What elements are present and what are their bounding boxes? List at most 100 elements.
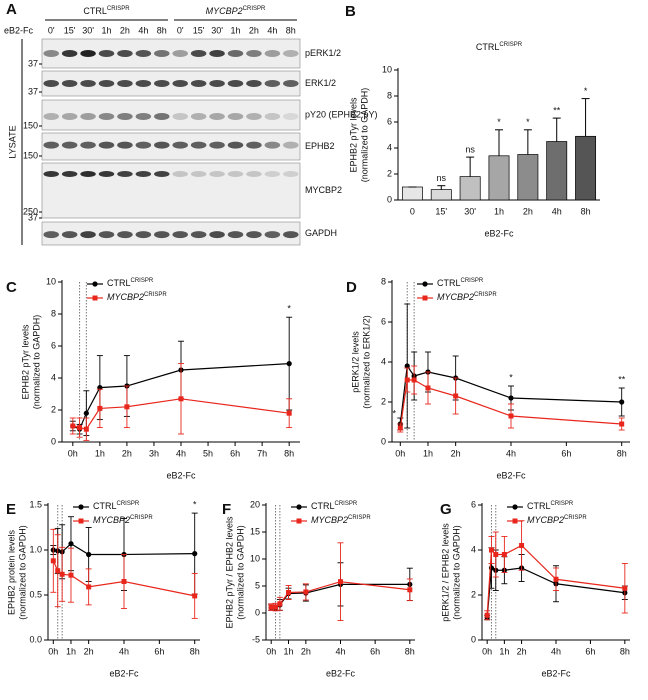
data-point (411, 377, 417, 383)
x-tick-label: 0h (68, 448, 78, 458)
annotation: * (193, 499, 197, 509)
lane-label: 0' (177, 25, 184, 35)
y-tick-label: 15 (250, 526, 260, 536)
data-point (268, 604, 274, 610)
y-tick-label: 6 (387, 116, 392, 126)
y-axis-label: EPHB2 pTyr levels (20, 324, 30, 400)
band (209, 141, 225, 149)
x-tick-label: 4h (176, 448, 186, 458)
band (227, 231, 244, 239)
band (43, 141, 59, 149)
band (209, 50, 225, 57)
band (283, 50, 299, 57)
blot-strip (41, 221, 301, 246)
band (43, 50, 59, 57)
y-tick-label: 4 (387, 142, 392, 152)
x-tick-label: 6h (230, 448, 240, 458)
legend-label: MYCBP2CRISPR (311, 515, 371, 526)
band (135, 113, 152, 120)
y-tick-label: 0 (381, 436, 386, 446)
band (283, 80, 299, 87)
y-axis-label: (normalized to GAPDH) (235, 525, 245, 620)
band (172, 171, 188, 177)
annotation: * (526, 117, 530, 127)
data-point (619, 421, 625, 427)
y-axis-label: pERK1/2 / EPHB2 levels (440, 523, 450, 622)
band (264, 141, 281, 149)
row-label: pERK1/2 (305, 48, 341, 58)
y-tick-label: 4 (471, 544, 476, 554)
x-tick-label: 4h (119, 646, 129, 656)
x-tick-label: 4h (335, 646, 345, 656)
band (80, 141, 96, 149)
group-label-sup: CRISPR (107, 6, 130, 12)
legend-marker (512, 504, 518, 510)
band (80, 50, 96, 57)
band (98, 113, 115, 120)
x-tick-label: 1h (284, 646, 294, 656)
band (80, 231, 96, 239)
x-tick-label: 8h (405, 646, 415, 656)
band (80, 171, 96, 177)
legend-label-sup: CRISPR (551, 501, 574, 507)
x-tick-label: 8h (617, 448, 627, 458)
x-tick-label: 0 (410, 206, 415, 216)
panel-letter: G (440, 501, 452, 518)
legend-label-main: MYCBP2 (437, 292, 474, 302)
x-tick-label: 2h (301, 646, 311, 656)
y-tick-label: 6 (51, 340, 56, 350)
legend-label-main: CTRL (107, 278, 131, 288)
legend-label-sup: CRISPR (474, 292, 497, 298)
side-label: LYSATE (7, 125, 17, 158)
band (283, 231, 299, 239)
group-label-main: CTRL (83, 6, 107, 16)
y-axis-label: (normalized to GAPDH) (451, 525, 461, 620)
legend-label: CTRLCRISPR (311, 501, 358, 512)
band (246, 171, 262, 177)
band (209, 171, 225, 177)
y-tick-label: 2 (387, 168, 392, 178)
y-tick-label: 8 (381, 276, 386, 286)
legend-label-main: MYCBP2 (93, 515, 130, 525)
legend-label-sup: CRISPR (144, 292, 167, 298)
annotation: ns (437, 173, 447, 183)
data-point (86, 551, 92, 558)
legend-label: MYCBP2CRISPR (93, 515, 153, 526)
y-axis-label: EPHB2 pTyr / EPHB2 levels (224, 516, 234, 629)
legend-marker (92, 281, 98, 287)
y-axis-label: EPHB2 protein levels (6, 529, 16, 615)
x-tick-label: 8h (190, 646, 200, 656)
band (117, 141, 133, 149)
lane-label: 1h (230, 25, 240, 35)
x-tick-label: 6h (561, 448, 571, 458)
x-tick-label: 4h (506, 448, 516, 458)
data-point (404, 363, 410, 369)
x-axis-label: eB2-Fc (541, 668, 571, 678)
band (209, 113, 225, 120)
group-label: MYCBP2CRISPR (206, 6, 266, 17)
legend-label-main: CTRL (93, 501, 117, 511)
legend-label: MYCBP2CRISPR (527, 515, 587, 526)
legend-label: CTRLCRISPR (93, 501, 140, 512)
band (264, 80, 281, 87)
y-axis-label: (normalized to GAPDH) (17, 525, 27, 620)
legend-marker (296, 518, 302, 524)
mw-marker: 250 (23, 206, 38, 216)
data-point (277, 601, 283, 607)
annotation: * (497, 117, 501, 127)
band (190, 80, 207, 87)
row-label: ERK1/2 (305, 78, 336, 88)
legend-label-sup: CRISPR (564, 515, 587, 521)
x-tick-label: 4h (552, 206, 562, 216)
data-point (493, 552, 499, 557)
lane-label: 2h (120, 25, 130, 35)
band (172, 141, 188, 149)
data-point (83, 410, 89, 416)
y-axis-label: EPHB2 pTyr levels (348, 97, 358, 173)
x-tick-label: 6h (370, 646, 380, 656)
data-point (286, 589, 292, 595)
data-point (397, 425, 403, 431)
x-tick-label: 2h (122, 448, 132, 458)
x-tick-label: 1h (494, 206, 504, 216)
band (98, 141, 115, 149)
